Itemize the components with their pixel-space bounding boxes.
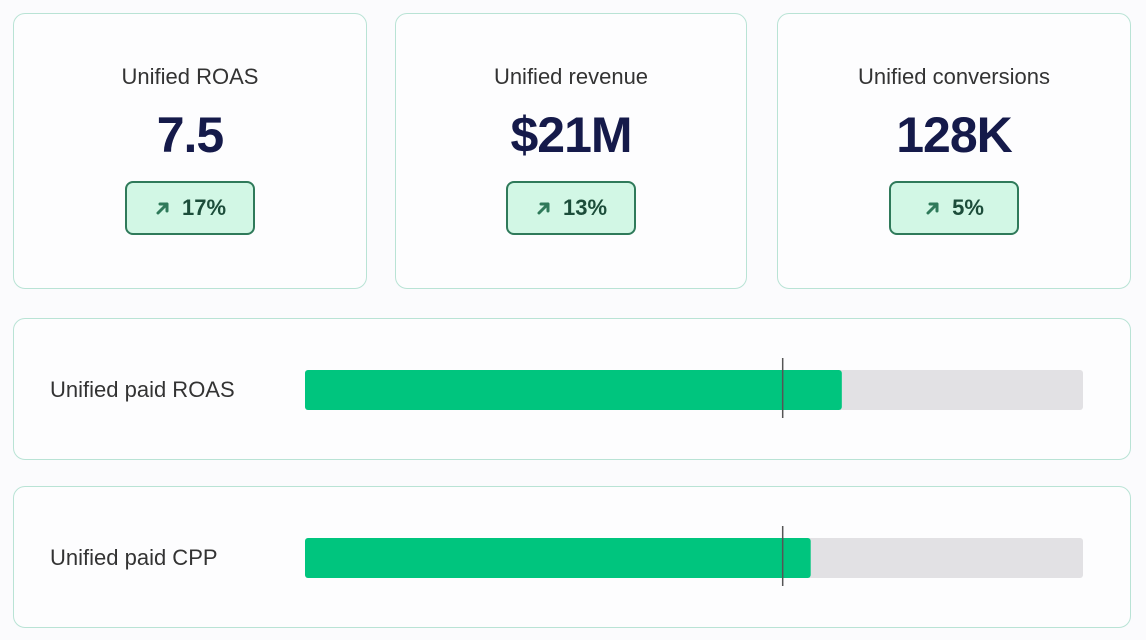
change-value: 13% [562,195,608,220]
bar-panel: Unified paid ROAS [13,318,1131,460]
bar-label: Unified paid ROAS [50,377,235,402]
bar-chart [305,526,1083,586]
kpi-label: Unified ROAS [121,64,259,89]
kpi-card: Unified revenue $21M 13% [395,13,747,289]
bar-chart [305,358,1083,418]
bar-fill [305,370,842,410]
arrow [926,202,939,215]
arrow-icon [537,202,550,215]
kpi-label: Unified revenue [493,64,649,89]
change-value: 5% [952,195,984,220]
bar-panel: Unified paid CPP [13,486,1131,628]
kpi-value: 7.5 [156,107,225,163]
kpi-label: Unified conversions [858,64,1050,89]
change-badge: 17% [125,181,255,235]
arrow-icon [156,202,169,215]
kpi-card: Unified conversions 128K 5% [777,13,1131,289]
arrow-icon [926,202,939,215]
bar-label: Unified paid CPP [50,545,218,570]
change-value: 17% [181,195,227,220]
arrow [537,202,550,215]
kpi-value: $21M [510,107,632,163]
change-badge: 5% [889,181,1019,235]
bar-fill [305,538,811,578]
kpi-card: Unified ROAS 7.5 17% [13,13,367,289]
kpi-value: 128K [896,107,1013,163]
change-badge: 13% [506,181,636,235]
arrow [156,202,169,215]
